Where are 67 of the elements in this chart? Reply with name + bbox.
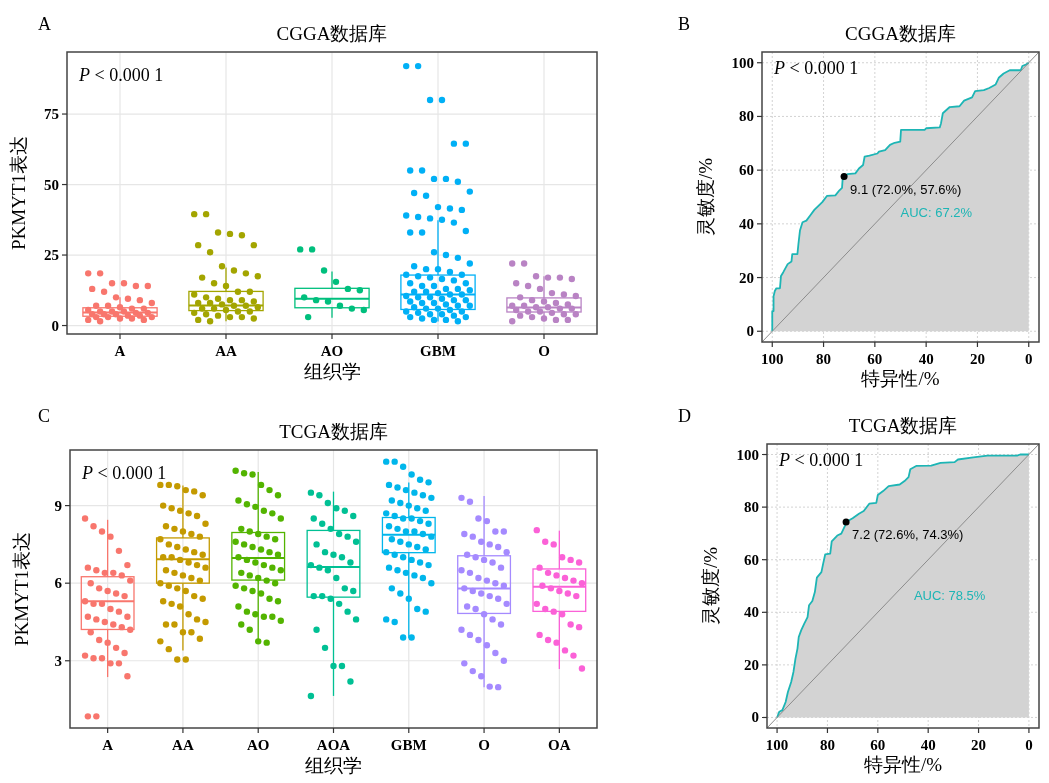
y-tick-label: 20 xyxy=(739,269,754,286)
chart-title: TCGA数据库 xyxy=(848,415,958,436)
x-tick-label: 100 xyxy=(761,351,784,367)
y-tick-label: 3 xyxy=(54,652,62,669)
x-tick-label: A xyxy=(114,343,126,359)
y-tick-label: 80 xyxy=(744,499,759,516)
y-tick-label: 6 xyxy=(54,575,63,592)
y-tick-label: 0 xyxy=(751,709,759,726)
x-tick-label: AA xyxy=(215,343,237,359)
x-tick-label: 40 xyxy=(918,351,934,367)
x-tick-label: 60 xyxy=(870,737,886,753)
y-tick-label: 9 xyxy=(54,497,62,514)
chart-title: CGGA数据库 xyxy=(276,23,388,44)
text: B xyxy=(678,14,691,34)
y-tick-label: 20 xyxy=(744,656,759,673)
annotation: P < 0.000 1 xyxy=(78,65,164,85)
y-tick-label: 60 xyxy=(739,162,754,179)
chart-title: CGGA数据库 xyxy=(845,23,956,44)
x-tick-label: 100 xyxy=(765,737,789,753)
chart-title: TCGA数据库 xyxy=(279,421,388,442)
annotation: P < 0.000 1 xyxy=(773,58,859,78)
x-tick-label: 40 xyxy=(920,737,936,753)
x-tick-label: O xyxy=(478,737,490,753)
x-tick-label: 80 xyxy=(816,351,832,367)
x-tick-label: AOA xyxy=(316,737,351,753)
x-tick-label: 20 xyxy=(971,737,987,753)
y-tick-label: 50 xyxy=(44,176,59,193)
y-tick-label: 80 xyxy=(739,108,754,125)
y-tick-label: 60 xyxy=(744,551,759,568)
x-tick-label: AO xyxy=(320,343,344,359)
x-tick-label: AO xyxy=(246,737,270,753)
x-tick-label: 80 xyxy=(819,737,835,753)
y-tick-label: 100 xyxy=(731,54,754,71)
annotation: 7.2 (72.6%, 74.3%) xyxy=(852,527,964,543)
y-axis-title: PKMYT1表达 xyxy=(8,135,29,251)
annotation: 9.1 (72.0%, 57.6%) xyxy=(850,181,962,197)
x-tick-label: 0 xyxy=(1024,351,1033,367)
x-axis-title: 特异性/% xyxy=(863,754,943,775)
x-tick-label: 60 xyxy=(867,351,883,367)
annotation: AUC: 67.2% xyxy=(900,205,973,221)
y-tick-label: 0 xyxy=(51,317,59,334)
annotation: P < 0.000 1 xyxy=(81,463,167,483)
x-tick-label: OA xyxy=(548,737,571,753)
y-tick-label: 40 xyxy=(744,604,759,621)
annotation: AUC: 78.5% xyxy=(913,588,986,604)
x-axis-title: 组织学 xyxy=(305,755,362,776)
text: C xyxy=(38,406,51,426)
y-tick-label: 25 xyxy=(44,247,59,264)
x-axis-title: 特异性/% xyxy=(861,368,940,389)
x-tick-label: A xyxy=(102,737,114,753)
x-tick-label: 20 xyxy=(969,351,985,367)
x-tick-label: GBM xyxy=(420,343,456,359)
y-axis-title: 灵敏度/% xyxy=(700,546,721,626)
x-tick-label: O xyxy=(538,343,550,359)
x-tick-label: 0 xyxy=(1025,737,1033,753)
text: D xyxy=(678,406,691,426)
y-tick-label: 75 xyxy=(44,106,59,123)
y-tick-label: 40 xyxy=(739,215,754,232)
x-tick-label: AA xyxy=(172,737,194,753)
x-tick-label: GBM xyxy=(390,737,427,753)
y-axis-title: 灵敏度/% xyxy=(695,157,716,237)
y-axis-title: PKMYT1表达 xyxy=(11,531,32,647)
y-tick-label: 0 xyxy=(746,323,754,340)
y-tick-label: 100 xyxy=(736,446,759,463)
x-axis-title: 组织学 xyxy=(303,361,361,382)
text: A xyxy=(38,14,51,34)
annotation: P < 0.000 1 xyxy=(778,450,864,470)
